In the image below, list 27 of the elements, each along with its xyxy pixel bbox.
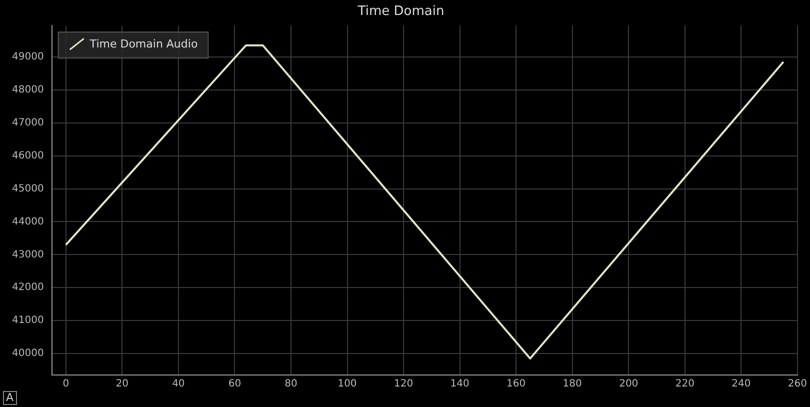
x-tick-label: 100 bbox=[338, 378, 357, 390]
x-tick-label: 20 bbox=[116, 378, 129, 390]
y-tick-label: 43000 bbox=[12, 249, 44, 260]
y-tick-label: 46000 bbox=[12, 150, 44, 162]
x-tick-label: 220 bbox=[675, 378, 694, 390]
y-tick-label: 44000 bbox=[12, 216, 44, 228]
x-tick-label: 40 bbox=[172, 378, 185, 390]
y-tick-label: 48000 bbox=[12, 84, 44, 96]
text: A bbox=[3, 391, 17, 405]
x-tick-label: 200 bbox=[619, 378, 638, 390]
x-tick-label: 140 bbox=[450, 378, 470, 390]
x-tick-label: 260 bbox=[788, 378, 808, 390]
y-tick-label: 45000 bbox=[12, 183, 44, 194]
legend-label: Time Domain Audio bbox=[88, 37, 198, 50]
x-tick-label: 80 bbox=[284, 378, 298, 390]
x-tick-label: 180 bbox=[562, 378, 582, 390]
x-tick-label: 60 bbox=[228, 378, 242, 390]
x-tick-label: 0 bbox=[62, 378, 70, 390]
chart-title: Time Domain bbox=[356, 4, 444, 20]
y-tick-label: 40000 bbox=[12, 348, 44, 360]
x-tick-label: 160 bbox=[506, 378, 526, 390]
x-tick-label: 240 bbox=[732, 378, 751, 390]
y-tick-label: 41000 bbox=[12, 315, 44, 326]
y-tick-label: 47000 bbox=[12, 117, 44, 128]
y-tick-label: 49000 bbox=[12, 52, 44, 63]
x-tick-label: 120 bbox=[394, 378, 414, 390]
y-tick-label: 42000 bbox=[12, 282, 44, 294]
